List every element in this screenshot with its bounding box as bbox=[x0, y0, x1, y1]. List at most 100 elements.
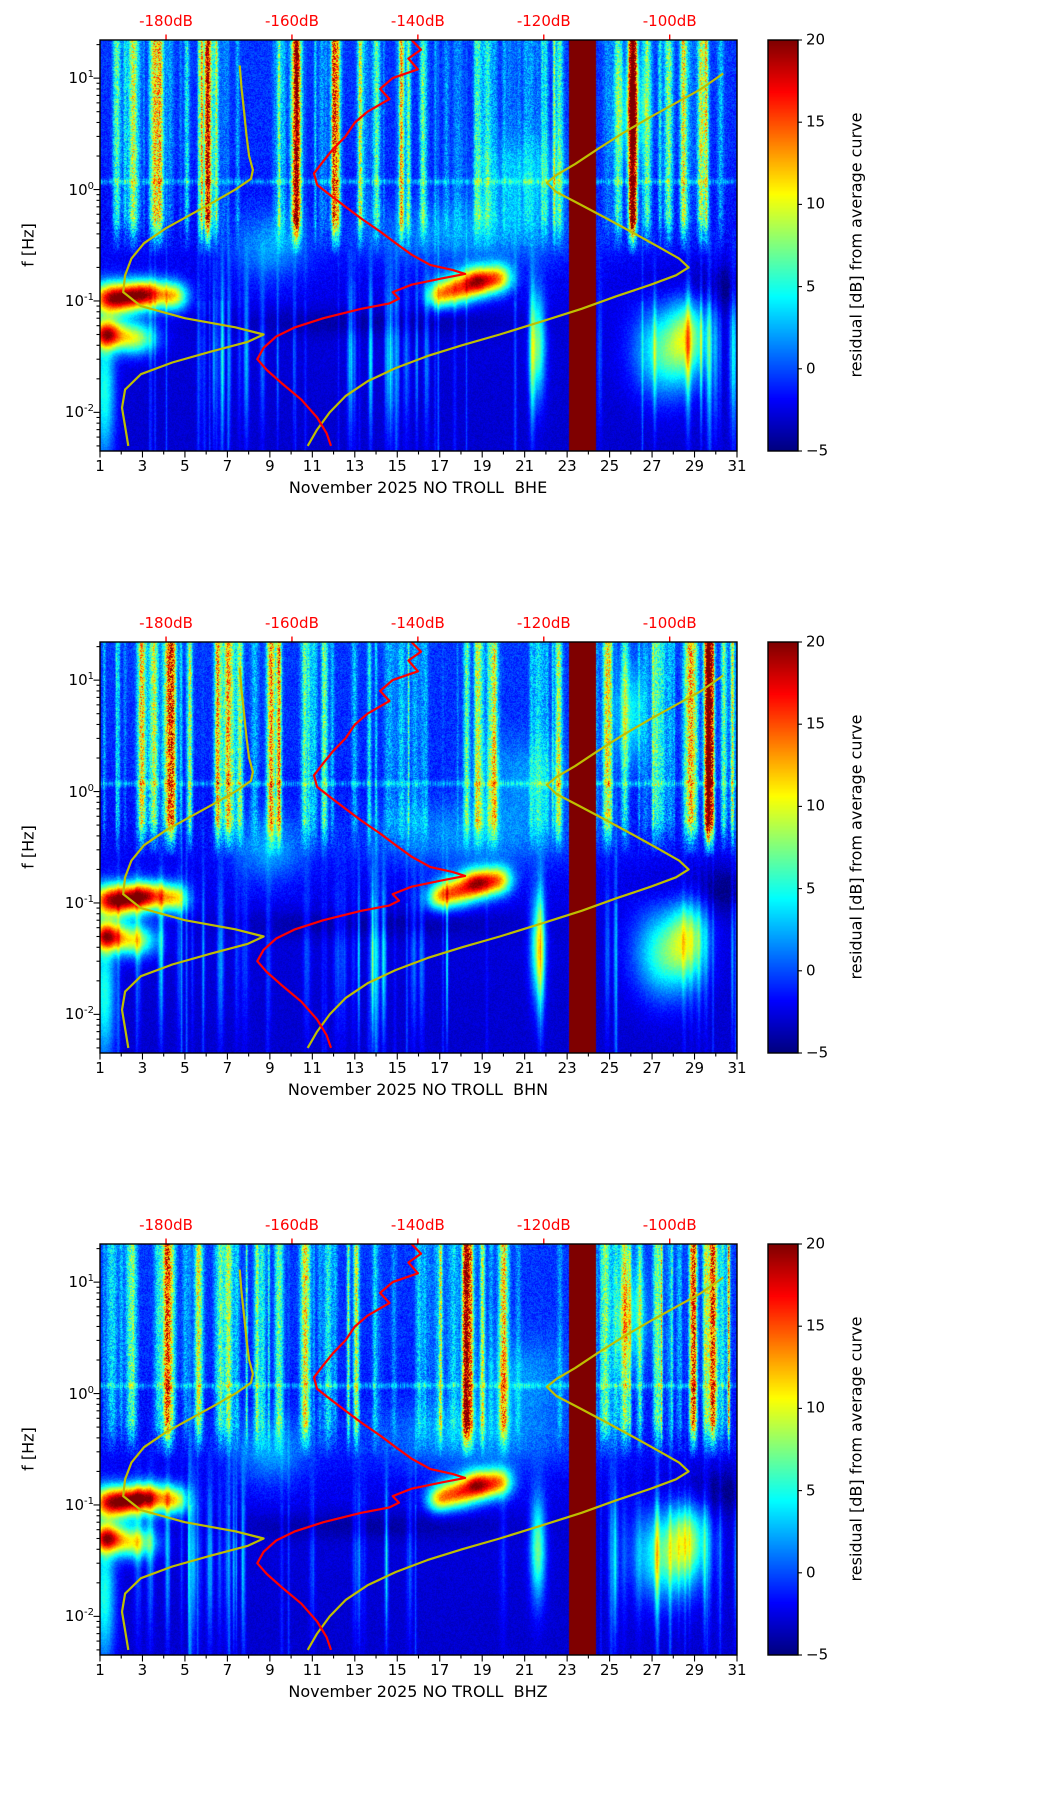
x-tick-label: 19 bbox=[472, 1059, 492, 1077]
y-tick-labels: 101 100 10-1 10-2 bbox=[0, 0, 1052, 602]
x-tick-label: 13 bbox=[345, 457, 365, 475]
top-db-label: -180dB bbox=[139, 614, 193, 632]
y-tick-label: 100 bbox=[68, 180, 94, 199]
x-tick-label: 21 bbox=[515, 1059, 535, 1077]
x-tick-label: 15 bbox=[387, 1661, 407, 1679]
colorbar-tick-label: −5 bbox=[806, 441, 829, 460]
colorbar-tick-label: 0 bbox=[806, 359, 816, 378]
top-db-axis-labels: -180dB -160dB -140dB -120dB -100dB bbox=[0, 602, 1052, 1204]
x-tick-label: 5 bbox=[180, 457, 190, 475]
x-tick-label: 5 bbox=[180, 1661, 190, 1679]
x-tick-label: 11 bbox=[302, 457, 322, 475]
x-axis-label: November 2025 NO TROLL BHN bbox=[287, 1080, 549, 1099]
top-db-label: -120dB bbox=[516, 12, 571, 30]
colorbar-tick-label: 5 bbox=[806, 879, 816, 898]
x-tick-label: 27 bbox=[642, 1661, 662, 1679]
x-tick-label: 25 bbox=[600, 1661, 620, 1679]
panel-bhn: -180dB -160dB -140dB -120dB -100dB 101 100 10-… bbox=[0, 602, 1052, 1204]
x-tick-label: 1 bbox=[95, 1059, 105, 1077]
x-tick-label: 1 bbox=[95, 1661, 105, 1679]
colorbar-tick-label: 15 bbox=[806, 112, 826, 131]
x-tick-label: 15 bbox=[387, 1059, 407, 1077]
top-db-label: -120dB bbox=[516, 1216, 571, 1234]
x-tick-labels: 1 3 5 7 9 11 13 15 17 19 21 23 25 27 29 31 bbox=[0, 602, 1052, 1204]
x-tick-label: 29 bbox=[684, 1661, 705, 1679]
x-tick-label: 11 bbox=[302, 1661, 322, 1679]
top-db-label: -120dB bbox=[516, 614, 571, 632]
top-db-label: -140dB bbox=[390, 614, 445, 632]
x-tick-label: 31 bbox=[727, 457, 747, 475]
colorbar-tick-label: 5 bbox=[806, 277, 816, 296]
y-tick-label: 10-2 bbox=[64, 1005, 94, 1024]
colorbar-tick-label: 15 bbox=[806, 1316, 826, 1335]
colorbar-label: residual [dB] from average curve bbox=[846, 1316, 866, 1582]
colorbar-tick-label: 10 bbox=[806, 194, 826, 213]
colorbar-tick-label: 10 bbox=[806, 796, 826, 815]
x-tick-label: 15 bbox=[387, 457, 407, 475]
x-tick-label: 17 bbox=[430, 457, 450, 475]
x-tick-label: 29 bbox=[684, 457, 705, 475]
top-db-label: -180dB bbox=[139, 12, 193, 30]
colorbar-tick-label: 5 bbox=[806, 1481, 816, 1500]
y-axis-label: f [Hz] bbox=[18, 223, 38, 267]
x-axis-label: November 2025 NO TROLL BHZ bbox=[288, 1682, 548, 1701]
x-tick-label: 31 bbox=[727, 1661, 747, 1679]
y-axis-label: f [Hz] bbox=[18, 825, 38, 869]
x-tick-label: 7 bbox=[222, 1661, 233, 1679]
x-tick-label: 23 bbox=[557, 457, 577, 475]
y-tick-label: 101 bbox=[68, 671, 94, 690]
y-tick-label: 10-1 bbox=[64, 893, 94, 912]
x-tick-label: 29 bbox=[684, 1059, 705, 1077]
x-axis-label: November 2025 NO TROLL BHE bbox=[288, 478, 548, 497]
top-db-label: -100dB bbox=[642, 614, 697, 632]
top-db-label: -160dB bbox=[265, 12, 319, 30]
x-tick-label: 23 bbox=[557, 1059, 577, 1077]
x-tick-labels: 1 3 5 7 9 11 13 15 17 19 21 23 25 27 29 31 bbox=[0, 1204, 1052, 1806]
top-db-label: -140dB bbox=[390, 1216, 445, 1234]
colorbar-tick-label: 20 bbox=[806, 1234, 826, 1253]
x-tick-label: 5 bbox=[180, 1059, 190, 1077]
x-tick-label: 21 bbox=[515, 457, 535, 475]
colorbar-tick-label: 0 bbox=[806, 1563, 816, 1582]
y-axis-label: f [Hz] bbox=[18, 1427, 38, 1471]
y-tick-label: 101 bbox=[68, 1273, 94, 1292]
top-db-label: -100dB bbox=[642, 1216, 697, 1234]
top-db-label: -180dB bbox=[139, 1216, 193, 1234]
x-tick-label: 19 bbox=[472, 1661, 492, 1679]
colorbar-tick-labels: 20 15 10 5 0 −5 bbox=[0, 0, 1052, 602]
x-tick-label: 7 bbox=[222, 1059, 233, 1077]
y-tick-label: 10-2 bbox=[64, 1607, 94, 1626]
top-db-label: -160dB bbox=[265, 614, 319, 632]
x-tick-label: 17 bbox=[430, 1661, 450, 1679]
top-db-label: -160dB bbox=[265, 1216, 319, 1234]
colorbar-label: residual [dB] from average curve bbox=[846, 714, 866, 980]
x-tick-label: 19 bbox=[472, 457, 492, 475]
panel-bhe: -180dB -160dB -140dB -120dB -100dB 101 100 10-… bbox=[0, 0, 1052, 602]
y-tick-label: 100 bbox=[68, 782, 94, 801]
x-tick-label: 25 bbox=[600, 1059, 620, 1077]
x-tick-label: 3 bbox=[137, 1661, 148, 1679]
x-tick-label: 9 bbox=[265, 1661, 275, 1679]
colorbar-tick-label: 20 bbox=[806, 30, 826, 49]
y-tick-label: 100 bbox=[68, 1384, 94, 1403]
x-tick-label: 9 bbox=[265, 1059, 275, 1077]
y-tick-labels: 101 100 10-1 10-2 bbox=[0, 1204, 1052, 1806]
x-tick-label: 25 bbox=[600, 457, 620, 475]
top-db-label: -100dB bbox=[642, 12, 697, 30]
colorbar-label: residual [dB] from average curve bbox=[846, 112, 866, 378]
top-db-axis-labels: -180dB -160dB -140dB -120dB -100dB bbox=[0, 1204, 1052, 1806]
x-tick-label: 3 bbox=[137, 1059, 148, 1077]
colorbar-tick-label: 10 bbox=[806, 1398, 826, 1417]
colorbar-tick-label: −5 bbox=[806, 1645, 829, 1664]
colorbar-tick-labels: 20 15 10 5 0 −5 bbox=[0, 1204, 1052, 1806]
y-tick-label: 101 bbox=[68, 69, 94, 88]
x-tick-label: 21 bbox=[515, 1661, 535, 1679]
x-tick-label: 3 bbox=[137, 457, 148, 475]
y-tick-label: 10-1 bbox=[64, 291, 94, 310]
colorbar-tick-label: 20 bbox=[806, 632, 826, 651]
x-tick-label: 31 bbox=[727, 1059, 747, 1077]
x-tick-label: 13 bbox=[345, 1661, 365, 1679]
y-tick-labels: 101 100 10-1 10-2 bbox=[0, 602, 1052, 1204]
x-tick-label: 27 bbox=[642, 457, 662, 475]
